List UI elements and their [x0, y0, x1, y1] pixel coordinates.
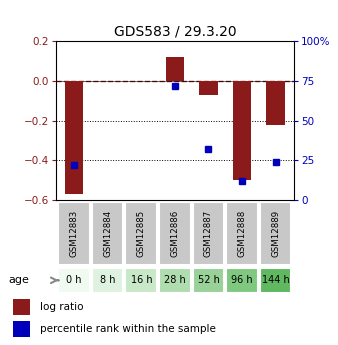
Text: 16 h: 16 h — [130, 275, 152, 285]
Bar — [13, 299, 30, 315]
Text: 144 h: 144 h — [262, 275, 289, 285]
FancyBboxPatch shape — [226, 268, 258, 293]
Text: 52 h: 52 h — [197, 275, 219, 285]
Title: GDS583 / 29.3.20: GDS583 / 29.3.20 — [114, 25, 236, 39]
Text: GSM12886: GSM12886 — [170, 210, 179, 257]
Text: 0 h: 0 h — [67, 275, 82, 285]
Text: log ratio: log ratio — [40, 302, 83, 312]
Text: 96 h: 96 h — [231, 275, 253, 285]
FancyBboxPatch shape — [260, 203, 291, 265]
FancyBboxPatch shape — [58, 268, 90, 293]
FancyBboxPatch shape — [193, 268, 224, 293]
FancyBboxPatch shape — [159, 268, 191, 293]
Text: 28 h: 28 h — [164, 275, 186, 285]
Text: percentile rank within the sample: percentile rank within the sample — [40, 324, 216, 334]
FancyBboxPatch shape — [125, 203, 157, 265]
FancyBboxPatch shape — [159, 203, 191, 265]
Bar — [199, 81, 218, 95]
Bar — [65, 81, 83, 194]
Text: age: age — [8, 275, 29, 285]
FancyBboxPatch shape — [226, 203, 258, 265]
Bar — [13, 322, 30, 337]
FancyBboxPatch shape — [92, 268, 123, 293]
FancyBboxPatch shape — [193, 203, 224, 265]
Text: GSM12887: GSM12887 — [204, 210, 213, 257]
Bar — [266, 81, 285, 125]
Bar — [233, 81, 251, 180]
FancyBboxPatch shape — [58, 203, 90, 265]
FancyBboxPatch shape — [125, 268, 157, 293]
FancyBboxPatch shape — [260, 268, 291, 293]
FancyBboxPatch shape — [92, 203, 123, 265]
Text: GSM12883: GSM12883 — [70, 210, 79, 257]
Bar — [166, 57, 184, 81]
Text: GSM12889: GSM12889 — [271, 210, 280, 257]
Text: GSM12884: GSM12884 — [103, 210, 112, 257]
Text: GSM12888: GSM12888 — [238, 210, 246, 257]
Text: 8 h: 8 h — [100, 275, 116, 285]
Text: GSM12885: GSM12885 — [137, 210, 146, 257]
